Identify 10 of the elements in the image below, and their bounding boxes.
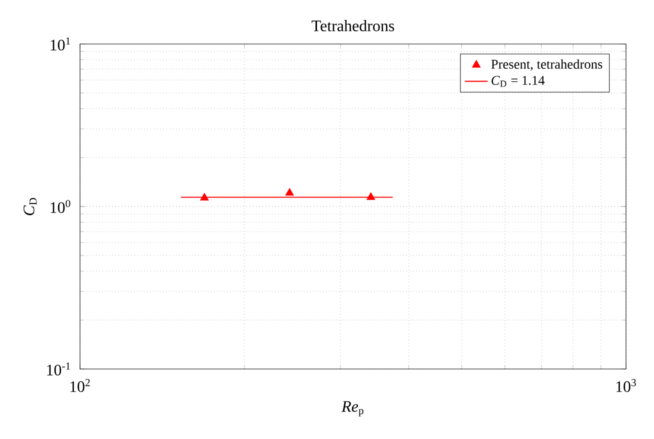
y-axis-title: C$_{D}$	[24, 198, 37, 216]
y-tick-label: 10$^{0}$	[50, 200, 70, 214]
chart-title: Tetrahedrons	[312, 20, 394, 32]
legend-label: C$_{D}$ = 1.14	[492, 76, 545, 87]
legend-label: Present, tetrahedrons	[491, 59, 602, 71]
x-tick-label: 10$^{2}$	[70, 379, 90, 392]
x-axis-title: Re$_{p}$	[341, 401, 364, 416]
x-tick-label: 10$^{3}$	[616, 379, 636, 392]
y-tick-label: 10$^{1}$	[50, 37, 70, 50]
y-tick-label: 10$^{-1}$	[47, 362, 70, 376]
